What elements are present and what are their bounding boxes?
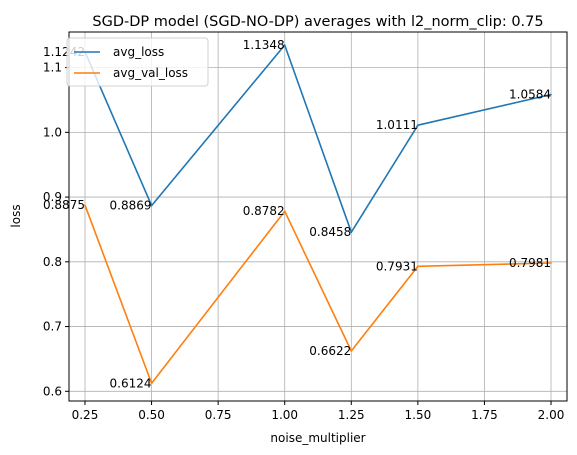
x-tick-label: 0.25 [72, 408, 99, 422]
data-point [283, 44, 286, 46]
data-label: 0.6124 [110, 376, 152, 390]
x-tick-label: 2.00 [538, 408, 565, 422]
data-label: 0.8875 [43, 198, 85, 212]
x-tick-label: 1.75 [471, 408, 498, 422]
data-label: 0.8458 [309, 225, 351, 239]
data-point [150, 382, 153, 385]
data-label: 0.6622 [309, 344, 351, 358]
y-tick-label: 0.6 [43, 384, 62, 398]
series-line-avg_loss [84, 44, 552, 233]
series-lines [84, 44, 552, 385]
plot-frame [68, 31, 568, 402]
x-tick-label: 1.00 [271, 408, 298, 422]
y-tick-label: 0.9 [43, 190, 62, 204]
data-label: 1.1348 [243, 38, 285, 52]
y-tick-label: 0.8 [43, 255, 62, 269]
data-point [283, 210, 286, 212]
data-label: 0.8869 [110, 199, 152, 213]
y-tick-label: 0.7 [43, 320, 62, 334]
data-label: 0.8782 [243, 204, 285, 218]
data-point [550, 93, 552, 96]
data-point [84, 204, 86, 206]
data-label: 1.0584 [509, 88, 551, 102]
data-point [350, 231, 353, 233]
x-axis-label: noise_multiplier [270, 431, 365, 445]
x-tick-label: 1.25 [338, 408, 365, 422]
y-axis-label: loss [9, 204, 23, 227]
x-tick-label: 1.50 [405, 408, 432, 422]
y-axis: 0.6 0.7 0.8 0.9 1.0 1.1 [43, 61, 69, 398]
data-point [417, 124, 419, 126]
y-tick-label: 1.1 [43, 61, 62, 75]
x-axis: 0.25 0.50 0.75 1.00 1.25 1.50 1.75 2.00 [72, 401, 565, 422]
legend: avg_loss avg_val_loss [66, 37, 209, 87]
data-label: 0.7981 [509, 256, 551, 270]
data-label: 0.7931 [376, 259, 418, 273]
x-tick-label: 0.75 [205, 408, 232, 422]
data-labels: 1.12420.88691.13480.84581.01111.05840.88… [43, 38, 551, 390]
grid [69, 32, 567, 401]
data-point [350, 350, 353, 352]
data-point [417, 265, 419, 268]
chart-title: SGD-DP model (SGD-NO-DP) averages with l… [92, 14, 543, 30]
data-point [550, 262, 552, 264]
legend-entry: avg_val_loss [113, 66, 188, 80]
data-point [150, 204, 153, 207]
legend-entry: avg_loss [113, 45, 164, 59]
x-tick-label: 0.50 [138, 408, 165, 422]
data-label: 1.0111 [376, 118, 418, 132]
series-line-avg_val_loss [84, 204, 552, 385]
legend-box [66, 37, 209, 87]
y-tick-label: 1.0 [43, 125, 62, 139]
